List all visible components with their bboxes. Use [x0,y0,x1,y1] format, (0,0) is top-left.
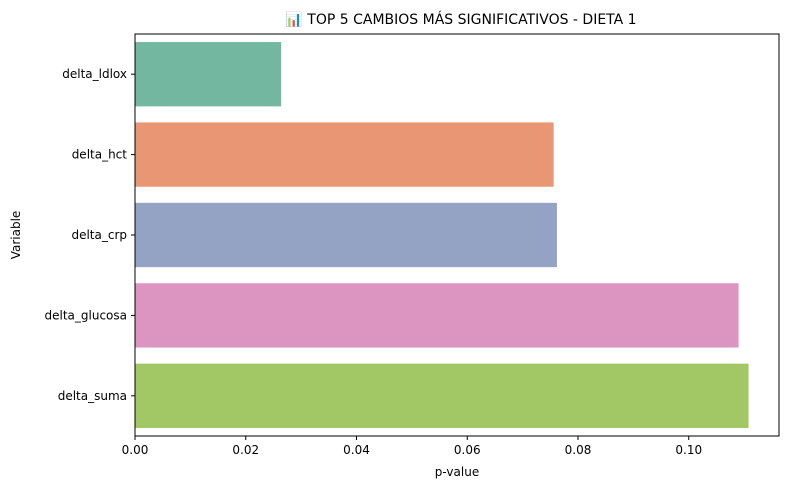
x-tick-label: 0.02 [232,443,259,457]
category-label: delta_hct [72,148,128,162]
chart-title: 📊 TOP 5 CAMBIOS MÁS SIGNIFICATIVOS - DIE… [285,11,636,28]
x-tick-label: 0.06 [454,443,481,457]
category-labels: delta_ldlox delta_hct delta_crp delta_gluco… [45,67,135,403]
bar-delta-crp [135,202,557,268]
x-ticks: 0.00 0.02 0.04 0.06 0.08 0.10 [122,436,702,457]
bars-group [135,42,749,428]
y-axis-label: Variable [9,211,23,260]
category-label: delta_ldlox [62,67,127,81]
x-axis-label: p-value [435,465,479,479]
category-label: delta_suma [58,389,127,403]
x-tick-label: 0.08 [565,443,592,457]
category-label: delta_crp [71,228,127,242]
bar-delta-hct [135,122,554,187]
bar-delta-glucosa [135,283,739,348]
category-label: delta_glucosa [45,308,128,322]
bar-delta-suma [135,363,749,428]
bar-delta-ldlox [135,42,282,107]
plot-frame [134,33,780,437]
x-tick-label: 0.00 [122,443,149,457]
x-tick-label: 0.04 [343,443,370,457]
x-tick-label: 0.10 [675,443,702,457]
